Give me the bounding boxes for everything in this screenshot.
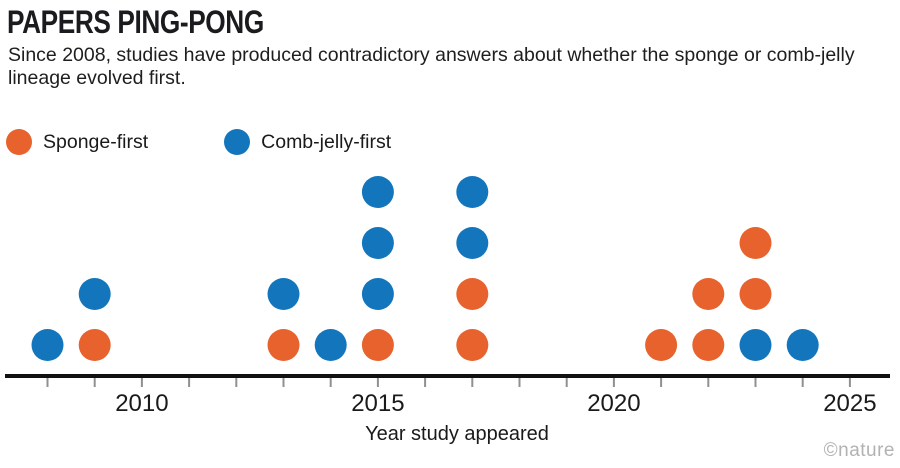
data-dot-comb-jelly-first bbox=[314, 329, 347, 361]
data-dot-comb-jelly-first bbox=[739, 329, 772, 361]
x-axis-title: Year study appeared bbox=[365, 423, 549, 445]
data-dot-comb-jelly-first bbox=[456, 227, 489, 259]
legend-label-comb-jelly-first: Comb-jelly-first bbox=[261, 130, 392, 153]
x-axis-line bbox=[5, 374, 890, 378]
x-tick-label: 2020 bbox=[587, 390, 640, 417]
x-tick-label: 2010 bbox=[115, 390, 168, 417]
data-dot-sponge-first bbox=[739, 278, 772, 310]
comb-jelly-first-dot-icon bbox=[224, 129, 251, 155]
data-dot-comb-jelly-first bbox=[361, 227, 394, 259]
data-dot-comb-jelly-first bbox=[456, 176, 489, 208]
data-dot-comb-jelly-first bbox=[361, 278, 394, 310]
data-dot-comb-jelly-first bbox=[786, 329, 819, 361]
data-dot-comb-jelly-first bbox=[31, 329, 64, 361]
data-dot-sponge-first bbox=[78, 329, 111, 361]
data-dot-sponge-first bbox=[361, 329, 394, 361]
chart-subtitle: Since 2008, studies have produced contra… bbox=[8, 44, 855, 89]
x-tick-label: 2015 bbox=[351, 390, 404, 417]
data-dot-sponge-first bbox=[267, 329, 300, 361]
data-dot-sponge-first bbox=[456, 278, 489, 310]
data-dot-sponge-first bbox=[692, 278, 725, 310]
sponge-first-dot-icon bbox=[6, 129, 32, 155]
legend-item-comb-jelly-first: Comb-jelly-first bbox=[224, 129, 391, 155]
data-dot-sponge-first bbox=[456, 329, 489, 361]
chart-title: PAPERS PING-PONG bbox=[7, 4, 264, 40]
data-dot-comb-jelly-first bbox=[78, 278, 111, 310]
data-dot-sponge-first bbox=[645, 329, 678, 361]
legend-label-sponge-first: Sponge-first bbox=[43, 130, 149, 153]
x-tick-label: 2025 bbox=[823, 390, 876, 417]
legend-item-sponge-first: Sponge-first bbox=[6, 129, 148, 155]
data-dot-sponge-first bbox=[692, 329, 725, 361]
legend: Sponge-first Comb-jelly-first bbox=[6, 128, 391, 156]
nature-credit: ©nature bbox=[823, 440, 895, 461]
data-dot-comb-jelly-first bbox=[361, 176, 394, 208]
data-dot-sponge-first bbox=[739, 227, 772, 259]
data-dot-comb-jelly-first bbox=[267, 278, 300, 310]
